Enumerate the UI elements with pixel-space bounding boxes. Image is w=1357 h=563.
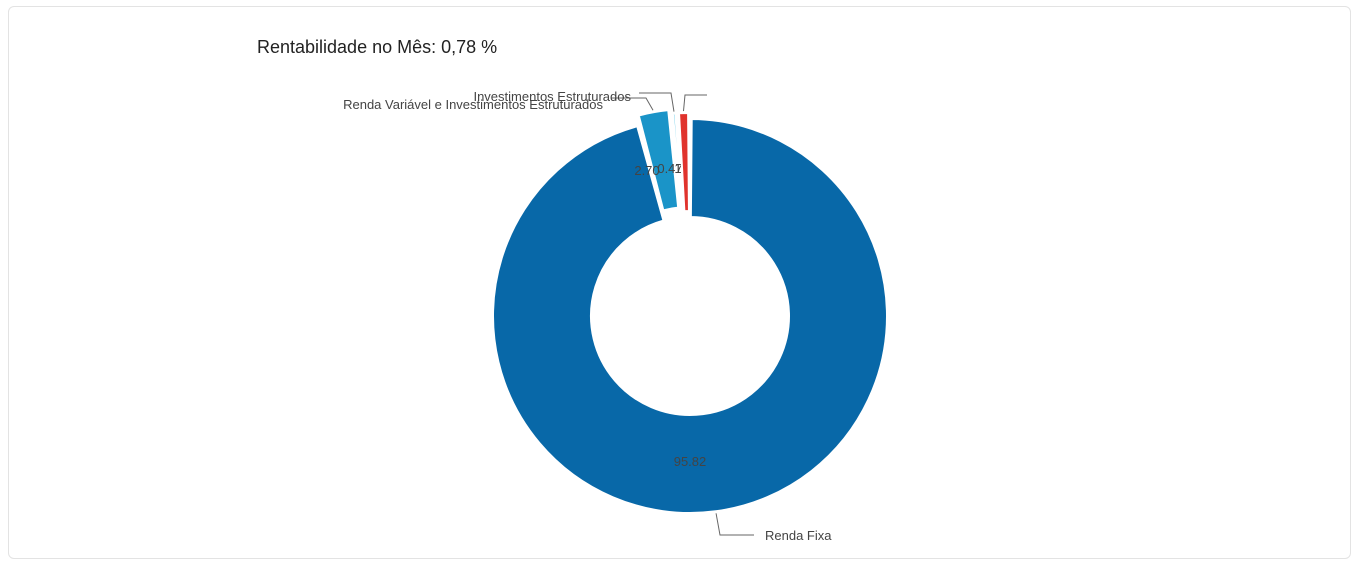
pie-slice-0[interactable]: [492, 117, 888, 514]
chart-title: Rentabilidade no Mês: 0,78 %: [257, 37, 498, 57]
slice-label-0: Renda Fixa: [765, 528, 832, 543]
donut-chart: Renda Fixa 95.82 Renda Variável e Investim…: [343, 89, 888, 543]
slice-label-2: Investimentos Estruturados: [473, 89, 631, 104]
slice-value-label-1: 2.70: [634, 163, 659, 178]
chart-card: Rentabilidade no Mês: 0,78 % Renda Fixa 9…: [8, 6, 1351, 559]
slice-value-label-0: 95.82: [674, 454, 707, 469]
slice-label-1: Renda Variável e Investimentos Estrutura…: [343, 97, 603, 112]
leader-line-0: [715, 513, 754, 536]
leader-line-1: [611, 97, 654, 111]
pie-slice-2[interactable]: [671, 112, 684, 213]
leader-line-3: [682, 94, 707, 112]
slice-value-label-2: 0.47: [657, 161, 682, 176]
leader-line-2: [639, 92, 675, 112]
pie-slice-1[interactable]: [637, 109, 680, 212]
slice-value-label-3: 1: [674, 161, 681, 176]
pie-slice-3[interactable]: [677, 112, 690, 213]
